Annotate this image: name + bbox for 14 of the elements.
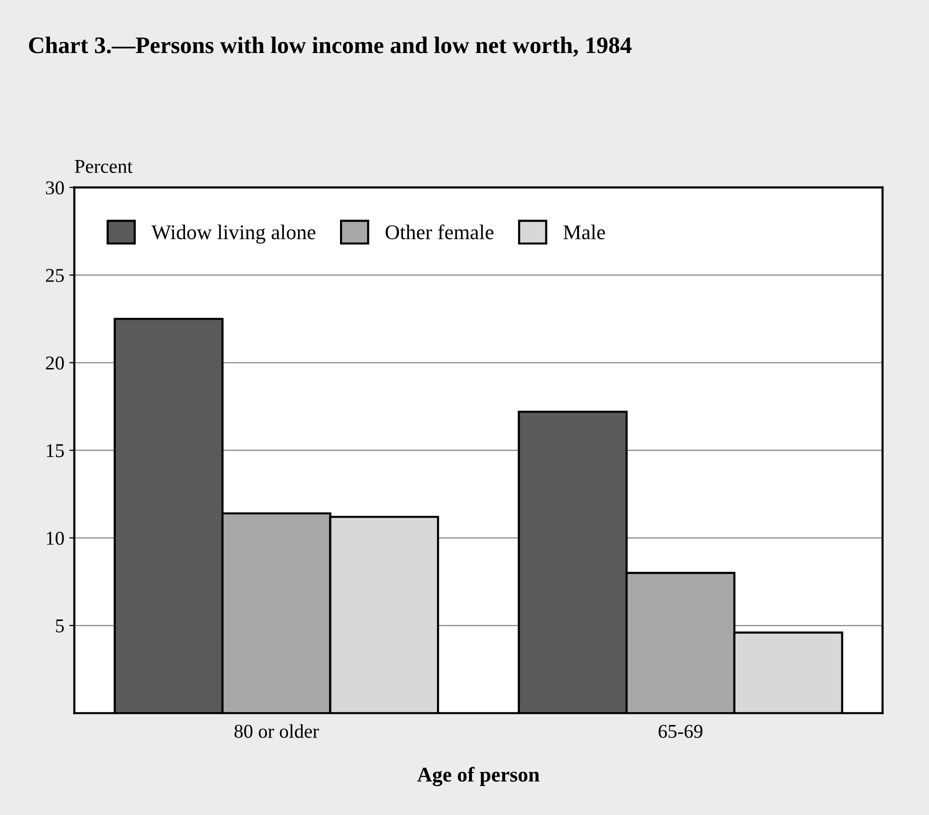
y-tick-label: 30 [46,181,64,194]
chart-title: Chart 3.—Persons with low income and low net worth, 1984 [29,36,632,57]
y-tick-label: 25 [46,268,64,282]
y-tick-label: 20 [46,356,64,370]
y-tick-label: 10 [46,532,64,545]
legend-label: Other female [386,224,494,240]
y-tick-label: 15 [46,444,64,458]
x-axis-title: Age of person [417,766,540,786]
legend-label: Male [563,224,605,240]
y-axis-title: Percent [74,160,133,173]
y-tick-label: 5 [56,620,64,632]
legend-label: Widow living alone [151,224,316,244]
x-tick-label: 80 or older [234,724,319,738]
x-tick-label: 65-69 [658,724,702,738]
